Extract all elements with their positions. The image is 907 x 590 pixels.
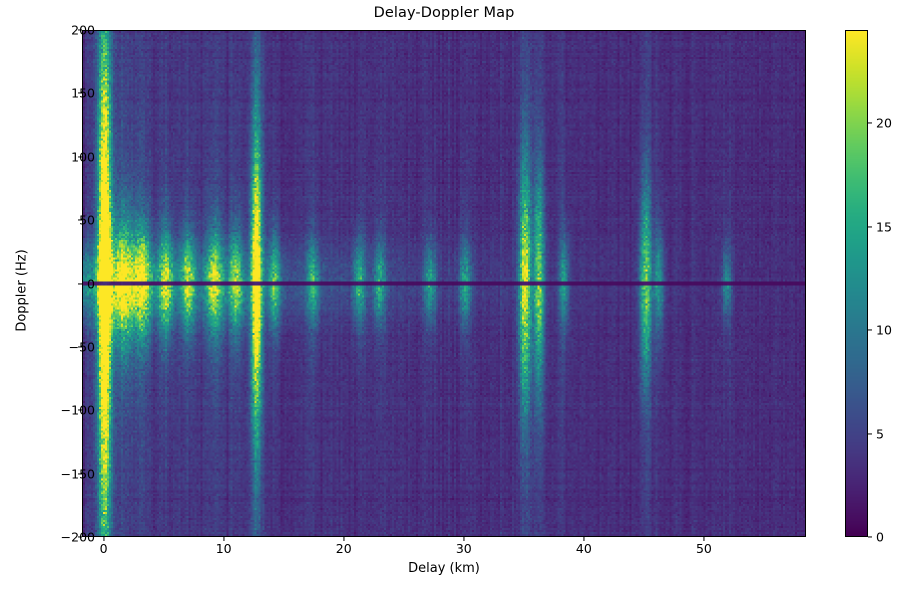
x-tick-mark xyxy=(703,537,705,541)
colorbar-gradient xyxy=(846,31,867,536)
y-tick-mark xyxy=(78,92,82,94)
y-tick-mark xyxy=(78,29,82,31)
chart-title: Delay-Doppler Map xyxy=(373,5,515,21)
colorbar-tick-label: 20 xyxy=(876,115,892,131)
x-tick-mark xyxy=(463,537,465,541)
colorbar[interactable] xyxy=(845,30,868,537)
x-tick-label: 30 xyxy=(455,541,472,556)
y-tick-mark xyxy=(78,282,82,285)
colorbar-tick-label: 0 xyxy=(876,529,884,545)
x-tick-label: 10 xyxy=(215,541,232,556)
y-tick-label: 200 xyxy=(71,22,95,38)
y-axis-label: Doppler (Hz) xyxy=(14,249,30,332)
colorbar-tick-label: 15 xyxy=(876,219,892,235)
y-tick-mark xyxy=(78,473,82,475)
colorbar-tick-label: 10 xyxy=(876,322,892,338)
x-tick-mark xyxy=(583,537,585,541)
y-tick-label: 0 xyxy=(87,276,95,291)
x-tick-mark xyxy=(343,537,345,541)
y-tick-mark xyxy=(78,219,82,221)
x-tick-mark xyxy=(103,537,105,541)
x-tick-mark xyxy=(223,537,225,541)
x-tick-label: 40 xyxy=(575,541,592,556)
y-tick-label: 100 xyxy=(71,149,95,165)
y-tick-label: 150 xyxy=(71,85,95,101)
y-tick-label: 50 xyxy=(79,212,95,228)
y-tick-label: −150 xyxy=(60,466,95,482)
y-tick-label: −100 xyxy=(60,402,95,418)
y-tick-label: −200 xyxy=(60,529,95,545)
heatmap-image xyxy=(83,31,805,536)
y-tick-mark xyxy=(78,536,82,538)
y-tick-label: −50 xyxy=(68,339,95,355)
colorbar-tick-label: 5 xyxy=(876,426,884,442)
x-tick-label: 20 xyxy=(335,541,352,556)
colorbar-tick-mark xyxy=(868,329,872,331)
colorbar-tick-mark xyxy=(868,536,872,538)
x-tick-label: 50 xyxy=(695,541,712,556)
y-tick-mark xyxy=(78,156,82,158)
y-tick-mark xyxy=(78,346,82,348)
x-tick-label: 0 xyxy=(99,541,108,556)
delay-doppler-heatmap[interactable] xyxy=(82,30,806,537)
colorbar-tick-mark xyxy=(868,122,872,124)
y-tick-mark xyxy=(78,409,82,411)
colorbar-tick-mark xyxy=(868,432,872,435)
colorbar-tick-mark xyxy=(868,226,872,228)
x-axis-label: Delay (km) xyxy=(408,561,480,576)
